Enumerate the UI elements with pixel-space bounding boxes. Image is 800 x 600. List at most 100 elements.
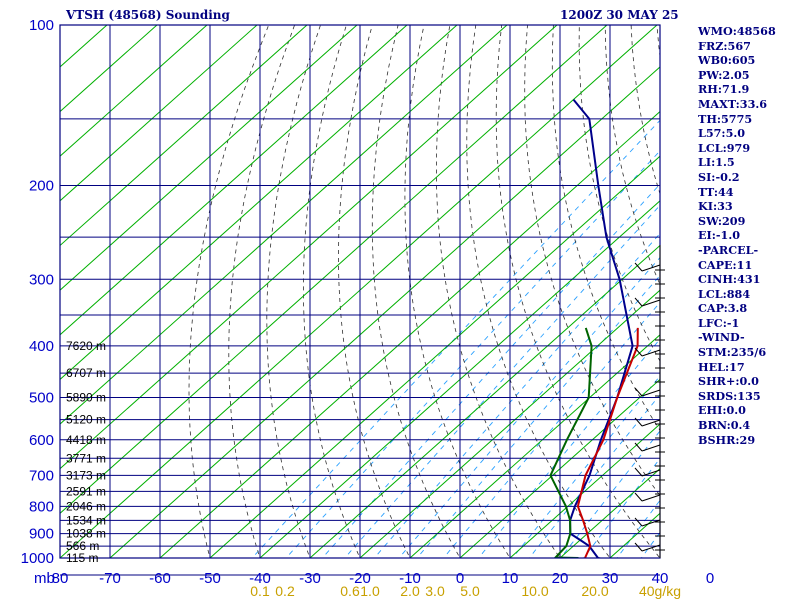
index-item: BSHR:29 <box>698 432 756 447</box>
index-item: STM:235/6 <box>698 345 767 360</box>
height-label: 2591 m <box>66 484 106 498</box>
temperature-tick-label: -30 <box>299 570 321 587</box>
height-label: 2046 m <box>66 499 106 513</box>
dry-adiabat-line <box>302 25 361 558</box>
wind-barb <box>634 542 643 552</box>
wind-barb <box>641 519 661 527</box>
wind-barb <box>641 419 661 427</box>
dry-adiabat-line <box>786 25 800 569</box>
temperature-tick-label: -40 <box>249 570 271 587</box>
temperature-tick-label: 10 <box>502 570 519 587</box>
index-item: SHR+:0.0 <box>698 374 759 389</box>
temperature-tick-label: 80 <box>52 570 69 587</box>
temperature-tick-label: 0 <box>706 570 714 587</box>
isotherm-line <box>409 334 660 558</box>
index-item: CINH:431 <box>698 272 761 287</box>
dry-adiabat-line <box>604 25 660 286</box>
wind-barb <box>641 299 661 307</box>
isotherm-line <box>60 25 658 558</box>
mixing-ratio-line <box>344 204 660 558</box>
wind-barb <box>641 469 661 477</box>
pressure-tick-label: 700 <box>29 467 54 484</box>
height-label: 3173 m <box>66 468 106 482</box>
dry-adiabat-line <box>188 25 270 558</box>
mixing-ratio-label: 0.6 <box>340 583 360 599</box>
mixing-ratio-label: 20.0 <box>581 583 608 599</box>
mixing-ratio-line <box>398 256 660 558</box>
temperature-tick-label: -70 <box>99 570 121 587</box>
isotherm-line <box>209 155 660 558</box>
index-item: -PARCEL- <box>698 242 759 257</box>
sounding-time: 1200Z 30 MAY 25 <box>560 8 679 22</box>
index-item: SW:209 <box>698 213 746 228</box>
height-label: 7620 m <box>66 339 106 353</box>
mixing-ratio-line <box>478 338 660 558</box>
mixing-ratio-label: 0.2 <box>275 583 295 599</box>
wind-barb <box>634 262 643 272</box>
isotherm-line <box>109 66 660 558</box>
wind-barb <box>634 517 643 527</box>
wind-barb <box>634 467 643 477</box>
wind-barb <box>634 347 643 357</box>
index-item: MAXT:33.6 <box>698 96 768 111</box>
isotherm-line <box>159 110 660 558</box>
mixing-ratio-line <box>251 119 660 558</box>
isotherm-line <box>359 289 660 558</box>
height-label: 5890 m <box>66 391 106 405</box>
wind-barb <box>634 442 643 452</box>
index-item: RH:71.9 <box>698 82 750 97</box>
isotherm-line <box>60 25 258 202</box>
index-item: LFC:-1 <box>698 315 740 330</box>
isotherm-line <box>559 468 660 558</box>
plot-area <box>60 25 800 569</box>
index-item: EHI:0.0 <box>698 403 746 418</box>
station-title: VTSH (48568) Sounding <box>66 8 230 22</box>
pressure-tick-label: 600 <box>29 432 54 449</box>
mixing-ratio-label: 2.0 <box>400 583 420 599</box>
temperature-tick-label: 20 <box>552 570 569 587</box>
height-label: 566 m <box>66 539 99 553</box>
mixing-ratio-label: 0.1 <box>250 583 270 599</box>
mixing-ratio-label: 40g/kg <box>639 583 681 599</box>
index-item: CAP:3.8 <box>698 301 748 316</box>
wind-barbs <box>634 245 665 558</box>
pressure-tick-label: 800 <box>29 498 54 515</box>
isotherm-line <box>60 25 458 381</box>
indices-panel: WMO:48568 FRZ:567 WB0:605 PW:2.05 RH:71.9 MAX… <box>698 24 776 447</box>
dry-adiabat-line <box>266 25 321 558</box>
isotherm-line <box>60 25 358 291</box>
temperature-tick-label: -50 <box>199 570 221 587</box>
index-item: EI:-1.0 <box>698 228 740 243</box>
pressure-tick-label: 100 <box>29 17 54 34</box>
index-item: LCL:979 <box>698 140 751 155</box>
pressure-tick-label: 900 <box>29 526 54 543</box>
wind-barb <box>641 494 661 502</box>
index-item: SRDS:135 <box>698 388 761 403</box>
dry-adiabat-line <box>435 25 561 558</box>
wind-barb <box>634 387 643 397</box>
wind-barb <box>634 297 643 307</box>
isotherm-line <box>60 25 408 336</box>
x-axis-unit: mb <box>34 570 55 587</box>
dry-adiabat-line <box>338 25 411 558</box>
index-item: TH:5775 <box>698 111 753 126</box>
dewpoint-profile <box>549 327 593 558</box>
wind-barb <box>641 389 661 397</box>
index-item: -WIND- <box>698 330 745 345</box>
mixing-ratio-label: 10.0 <box>521 583 548 599</box>
index-item: KI:33 <box>698 199 733 214</box>
parcel-profile <box>576 327 639 558</box>
wind-barb <box>641 349 661 357</box>
wind-barb <box>634 492 643 502</box>
isotherm-line <box>60 25 308 247</box>
height-label: 1038 m <box>66 527 106 541</box>
isotherm-line <box>60 25 208 157</box>
isotherm-line <box>259 200 660 558</box>
isotherm-line <box>60 25 558 470</box>
index-item: WMO:48568 <box>698 24 776 38</box>
temperature-tick-label: 30 <box>602 570 619 587</box>
temperature-tick-label: 40 <box>652 570 669 587</box>
index-item: SI:-0.2 <box>698 169 740 184</box>
pressure-tick-label: 400 <box>29 338 54 355</box>
